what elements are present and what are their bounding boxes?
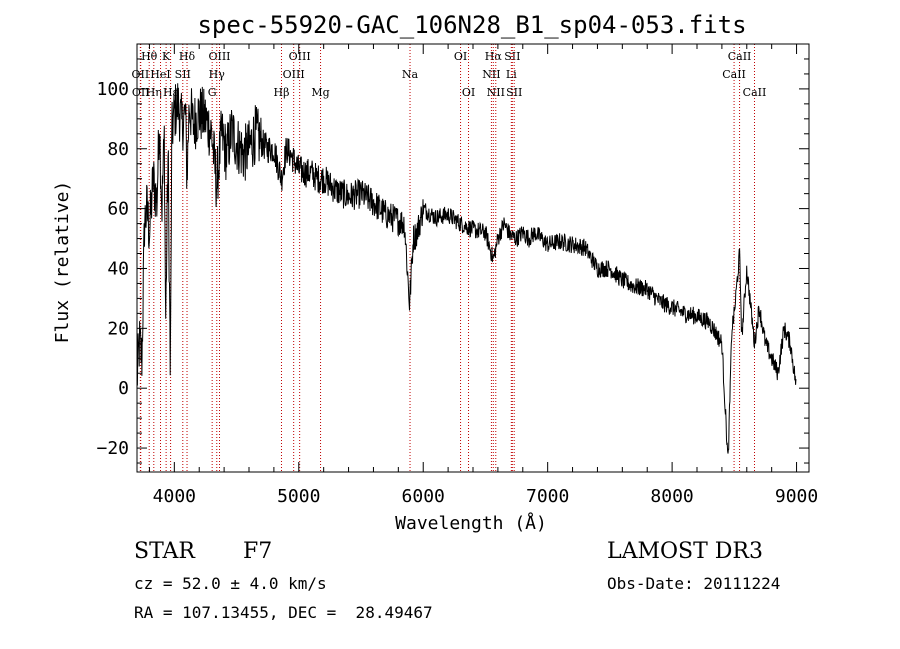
line-marker-label: HeI xyxy=(150,68,170,81)
plot-frame xyxy=(136,43,810,473)
obs-date: Obs-Date: 20111224 xyxy=(607,574,781,593)
y-tick-label: 0 xyxy=(118,378,129,399)
line-marker-label: Hθ xyxy=(141,50,158,63)
line-marker-label: G xyxy=(208,86,217,99)
spectrum-line-0 xyxy=(136,83,797,454)
line-marker-label: NII xyxy=(482,68,500,81)
line-marker-label: NII xyxy=(487,86,505,99)
line-marker-label: CaII xyxy=(722,68,746,81)
line-marker-label: OIII xyxy=(289,50,311,63)
line-marker-label: CaII xyxy=(743,86,767,99)
spectral-subclass: F7 xyxy=(243,539,273,564)
line-marker-label: K xyxy=(162,50,171,63)
y-axis: −20 0 20 40 60 80 100 xyxy=(96,58,809,464)
line-marker-label: OIII xyxy=(283,68,305,81)
spectrum-series xyxy=(136,83,797,454)
x-axis: 4000 5000 6000 7000 8000 9000 xyxy=(148,44,818,507)
y-axis-label: Flux (relative) xyxy=(52,181,73,344)
emission-line-markers: HθOIIOIIHηKHeISIIHεHδOIIIHγGHβOIIIOIIIMg… xyxy=(132,44,767,472)
line-marker-label: CaII xyxy=(728,50,752,63)
line-marker-label: Na xyxy=(402,68,419,81)
x-axis-label: Wavelength (Å) xyxy=(395,512,547,534)
x-tick-label: 9000 xyxy=(775,486,818,507)
x-tick-label: 8000 xyxy=(650,486,693,507)
coordinates: RA = 107.13455, DEC = 28.49467 xyxy=(134,603,433,622)
chart-title: spec-55920-GAC_106N28_B1_sp04-053.fits xyxy=(197,11,746,39)
line-marker-label: Hα xyxy=(485,50,503,63)
line-marker-label: Mg xyxy=(311,86,329,99)
line-marker-label: Hγ xyxy=(209,68,226,81)
x-tick-label: 6000 xyxy=(402,486,445,507)
line-marker-label: OIII xyxy=(208,50,230,63)
line-marker-label: SII xyxy=(175,68,191,81)
line-marker-label: Hδ xyxy=(179,50,196,63)
redshift-cz: cz = 52.0 ± 4.0 km/s xyxy=(134,574,327,593)
y-tick-label: 20 xyxy=(107,318,129,339)
line-marker-label: Hη xyxy=(146,86,162,99)
line-marker-label: SII xyxy=(504,50,520,63)
y-tick-label: 100 xyxy=(96,79,129,100)
object-class: STAR xyxy=(134,539,195,564)
y-tick-label: 60 xyxy=(107,199,129,220)
line-marker-label: Hβ xyxy=(274,86,290,99)
line-marker-label: Li xyxy=(506,68,517,81)
y-tick-label: 40 xyxy=(107,258,129,279)
line-marker-label: OI xyxy=(462,86,475,99)
line-marker-label: Hε xyxy=(163,86,179,99)
y-tick-label: −20 xyxy=(96,438,129,459)
x-tick-label: 7000 xyxy=(526,486,569,507)
line-marker-label: OI xyxy=(454,50,467,63)
x-tick-label: 5000 xyxy=(277,486,320,507)
survey-name: LAMOST DR3 xyxy=(607,539,763,564)
y-tick-label: 80 xyxy=(107,139,129,160)
line-marker-label: SII xyxy=(506,86,522,99)
x-tick-label: 4000 xyxy=(153,486,196,507)
